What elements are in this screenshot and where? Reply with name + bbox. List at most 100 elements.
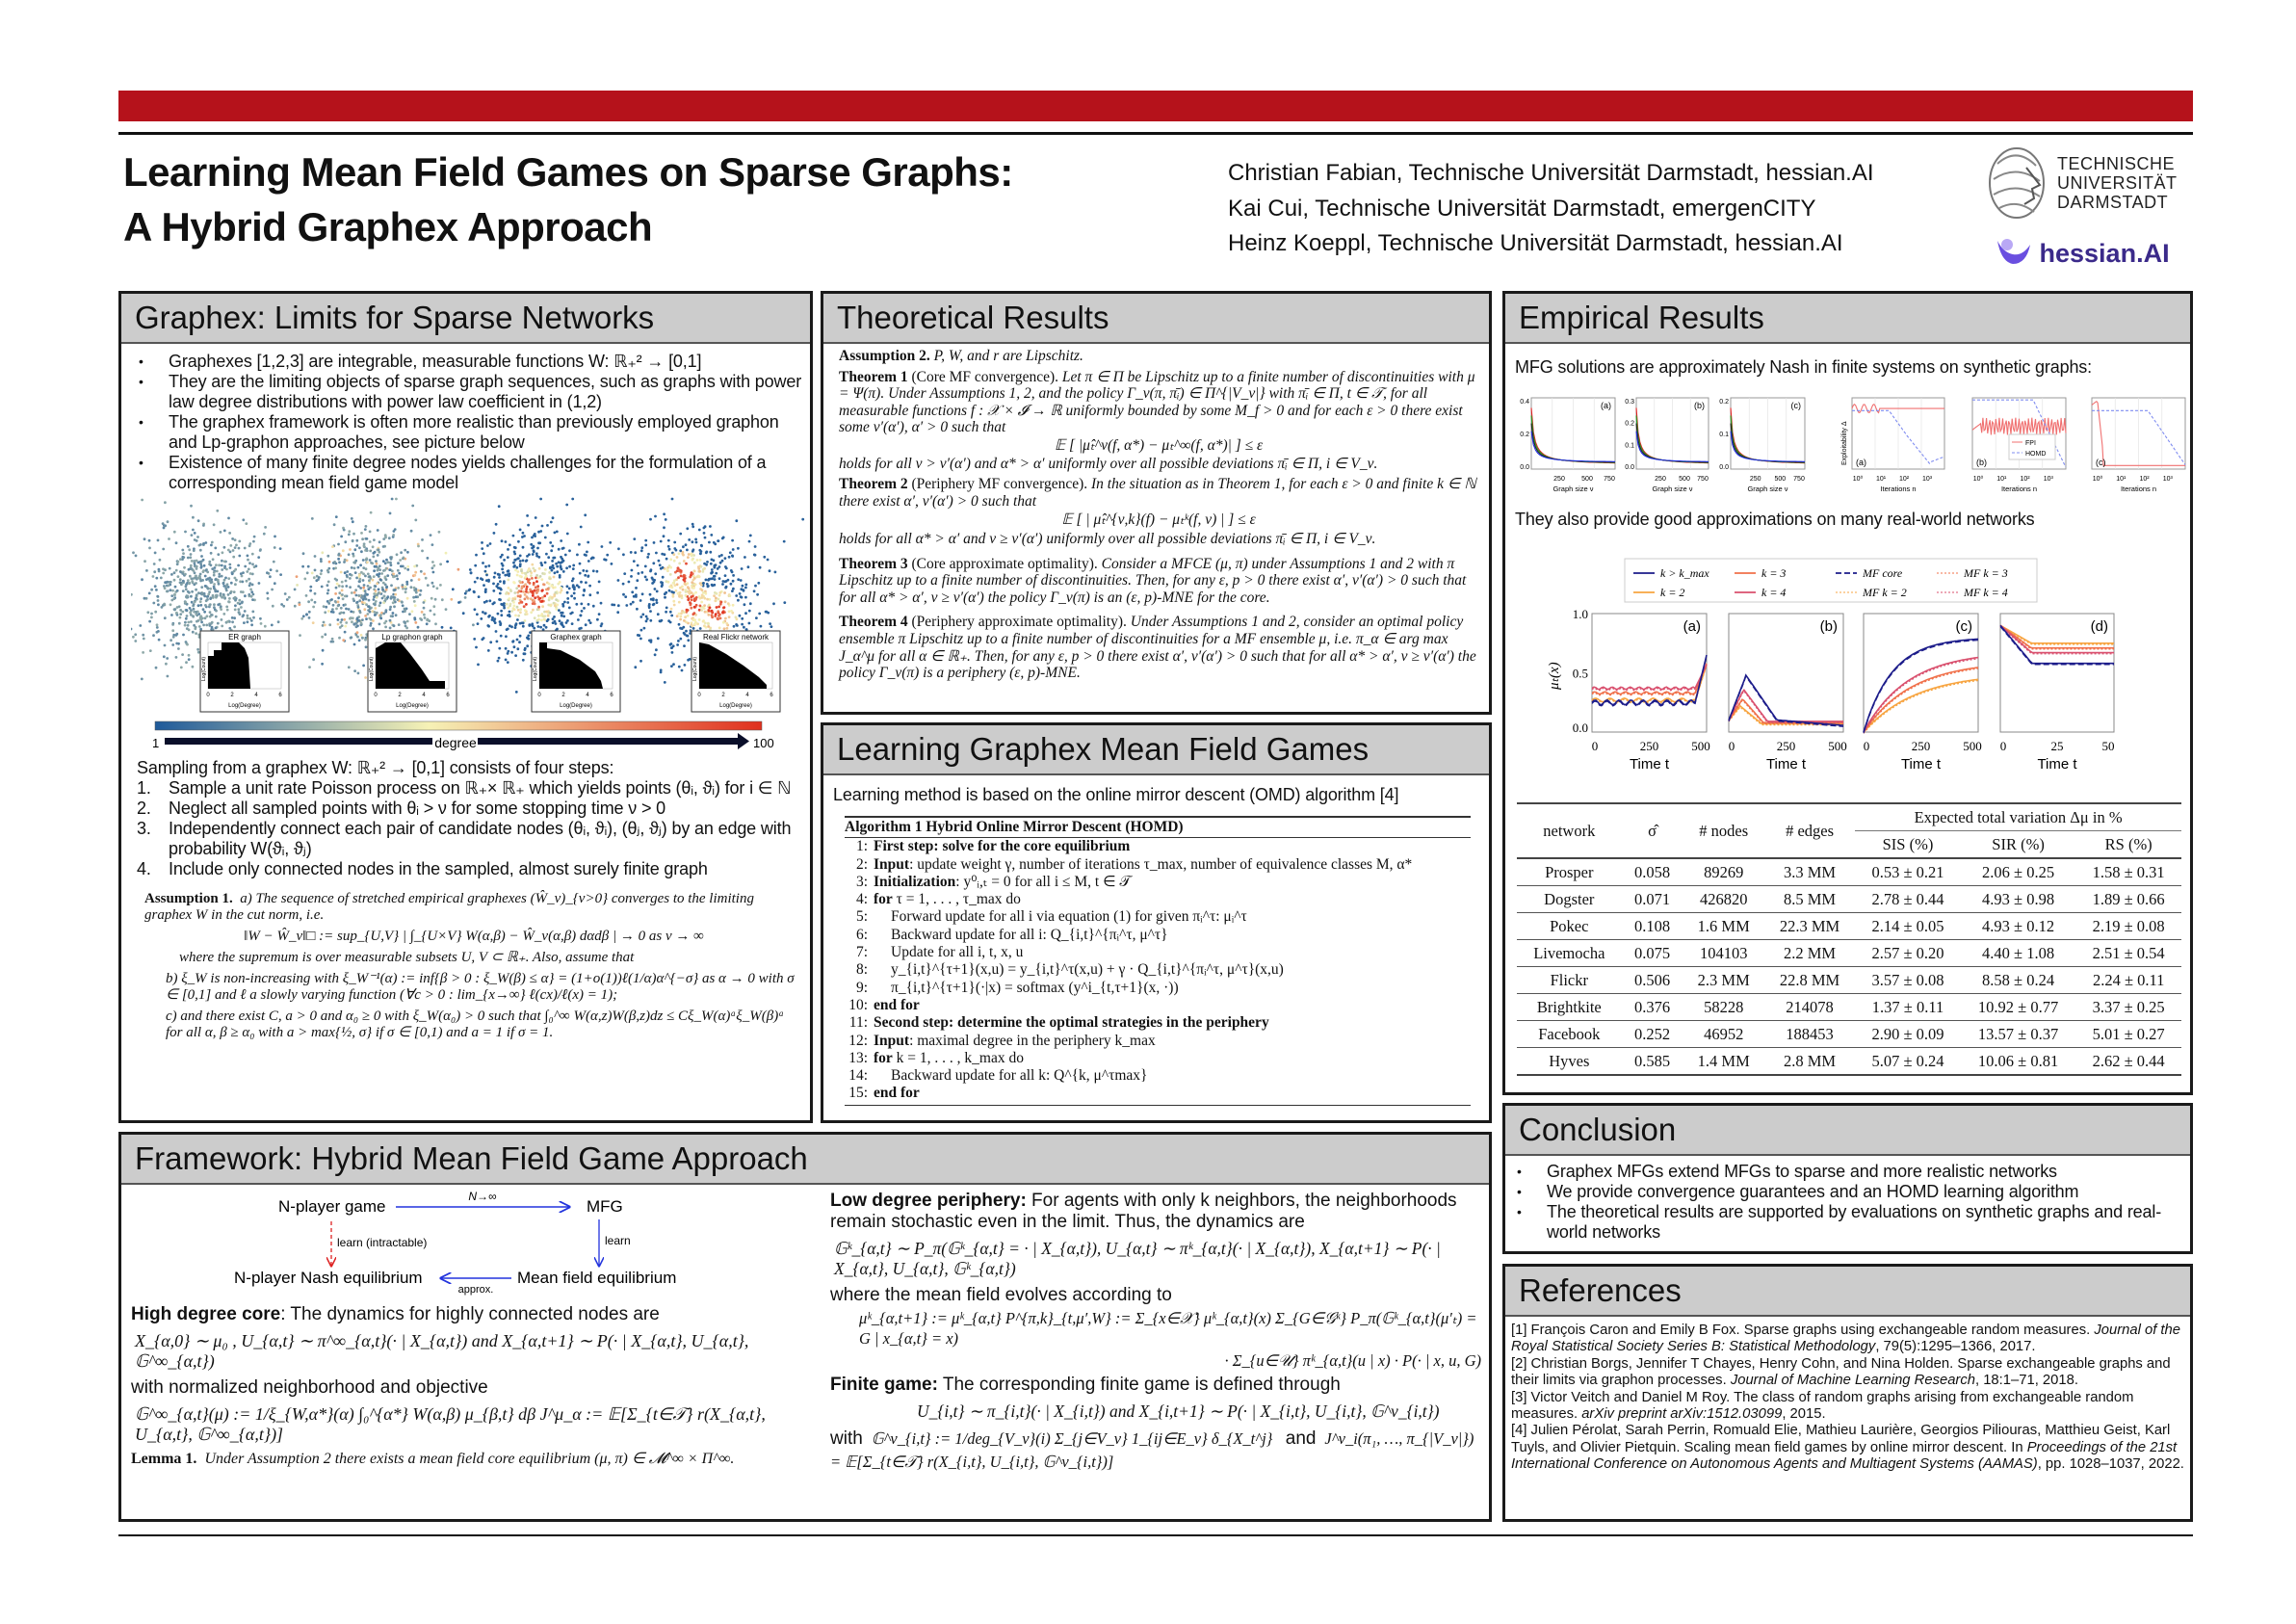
graph-node xyxy=(213,566,217,569)
graph-node xyxy=(685,562,688,565)
graph-node xyxy=(221,568,224,571)
graph-node xyxy=(191,630,195,634)
logo-text: TECHNISCHE xyxy=(2057,154,2176,173)
graph-node xyxy=(565,585,569,589)
graph-node xyxy=(522,590,525,593)
graph-node xyxy=(426,584,430,587)
finite-neighborhood-equation: 𝔾^ν_{i,t} := 1/deg_{V_ν}(i) Σ_{j∈V_ν} 1_… xyxy=(871,1429,1273,1448)
graph-node xyxy=(699,564,703,568)
framework-right-column: Low degree periphery: For agents with on… xyxy=(830,1191,1481,1474)
graph-node xyxy=(157,603,160,607)
mf-series-line xyxy=(1863,668,1979,734)
graph-node xyxy=(588,621,592,624)
tick-label: 2 xyxy=(721,693,725,698)
graph-node xyxy=(376,573,378,577)
footer-divider xyxy=(118,1534,2193,1536)
graph-node xyxy=(414,589,418,592)
tick-label: 0.1 xyxy=(1719,432,1729,438)
graph-node xyxy=(389,620,393,624)
graph-node xyxy=(675,569,679,572)
graph-node xyxy=(540,524,544,528)
graph-node xyxy=(686,609,690,612)
graph-node xyxy=(506,569,509,573)
graph-node xyxy=(214,589,218,593)
graph-node xyxy=(321,551,325,555)
graph-node xyxy=(738,614,742,617)
graph-node xyxy=(210,580,214,584)
algorithm-line: 3: Initialization: y⁰ᵢ,ₜ = 0 for all i ≤ … xyxy=(845,874,1471,891)
table-cell: 2.06 ± 0.25 xyxy=(1960,858,2076,886)
graph-node xyxy=(198,600,202,603)
graph-node xyxy=(536,546,539,550)
graph-node xyxy=(686,586,690,589)
degree-arrow-left xyxy=(165,738,432,745)
graph-node xyxy=(499,623,502,626)
graph-node xyxy=(540,589,544,592)
graph-node xyxy=(691,583,694,587)
graph-node xyxy=(625,604,629,607)
graph-node xyxy=(540,618,543,622)
graph-node xyxy=(375,560,378,563)
table-cell: 2.57 ± 0.20 xyxy=(1855,939,1961,967)
graph-node xyxy=(285,598,289,601)
graph-node xyxy=(382,594,386,598)
graph-node xyxy=(374,585,378,588)
tick-label: 10¹ xyxy=(1876,476,1887,483)
graph-node xyxy=(718,577,721,580)
mf-series-line xyxy=(1591,656,1708,707)
graph-node xyxy=(362,664,365,668)
graph-node xyxy=(432,605,436,609)
graph-node xyxy=(384,597,387,601)
assumption-1b: b) ξ_W is non-increasing with ξ_W⁻¹(α) :… xyxy=(166,971,795,1003)
graph-node xyxy=(687,598,691,602)
graph-node xyxy=(195,564,198,568)
finite-objective-equation: J^ν_i(π₁, …, π_{|V_ν|}) = 𝔼[Σ_{t∈𝒯} r(X_… xyxy=(830,1429,1474,1471)
graph-node xyxy=(148,546,151,550)
graph-node xyxy=(354,589,357,592)
graph-node xyxy=(192,569,196,572)
graph-node xyxy=(386,561,390,564)
graph-node xyxy=(477,663,480,667)
graph-node xyxy=(142,637,145,641)
graph-node xyxy=(376,568,379,572)
series-line xyxy=(1530,431,1615,462)
graph-node xyxy=(359,621,363,625)
graph-node xyxy=(422,606,426,610)
graph-node xyxy=(517,614,521,617)
graph-node xyxy=(643,575,647,579)
graph-node xyxy=(232,555,236,559)
graph-node xyxy=(406,564,410,568)
graph-node xyxy=(208,576,212,580)
bullet-item: The theoretical results are supported by… xyxy=(1515,1202,2179,1243)
graph-node xyxy=(521,531,525,535)
table-cell: Hyves xyxy=(1549,1051,1590,1070)
graph-node xyxy=(503,602,506,605)
reference-text: , 79(5):1295–1366, 2017. xyxy=(1875,1339,2036,1355)
graph-node xyxy=(492,601,496,605)
graph-node xyxy=(378,622,381,626)
graph-node xyxy=(549,603,553,607)
graph-node xyxy=(375,595,378,599)
graph-node xyxy=(706,585,710,589)
graph-node xyxy=(584,623,587,627)
graph-node xyxy=(521,658,525,662)
sampling-steps: Sampling from a graphex W: ℝ₊² → [0,1] c… xyxy=(137,758,803,879)
graph-node xyxy=(535,618,539,622)
theorem-4-name: (Periphery approximate optimality). xyxy=(911,614,1127,631)
graph-node xyxy=(349,586,352,589)
graph-node xyxy=(203,616,207,620)
graph-node xyxy=(665,606,668,610)
graph-node xyxy=(404,566,407,570)
graph-node xyxy=(704,551,708,555)
graph-node xyxy=(504,646,508,650)
graph-node xyxy=(405,580,409,584)
graph-node xyxy=(457,567,460,571)
graph-node xyxy=(193,610,196,614)
column-header: # nodes xyxy=(1699,821,1749,840)
graph-node xyxy=(748,602,752,606)
graph-node xyxy=(396,598,400,601)
graph-node xyxy=(744,556,746,559)
theorem-1-name: (Core MF convergence). xyxy=(911,368,1058,385)
graph-node xyxy=(714,599,718,603)
graph-node xyxy=(487,564,491,567)
